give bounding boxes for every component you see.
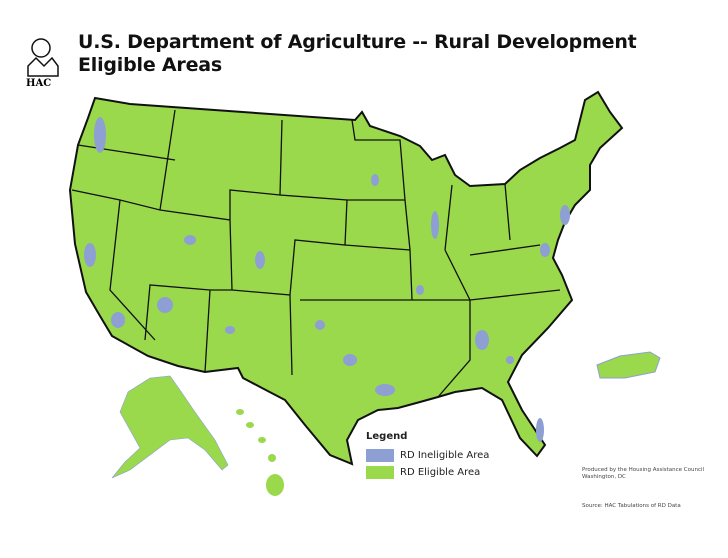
title-line-1: U.S. Department of Agriculture -- Rural … [78, 31, 637, 53]
puerto-rico [596, 351, 661, 379]
credits: Produced by the Housing Assistance Counc… [582, 467, 704, 481]
contiguous-us [68, 90, 624, 466]
legend-swatch-eligible [366, 466, 394, 479]
legend-item-ineligible: RD Ineligible Area [366, 449, 489, 462]
legend: Legend RD Ineligible Area RD Eligible Ar… [366, 431, 489, 483]
credits-line-2: Washington, DC [582, 474, 626, 480]
legend-label: RD Ineligible Area [400, 450, 490, 461]
legend-item-eligible: RD Eligible Area [366, 466, 489, 479]
legend-label: RD Eligible Area [400, 467, 481, 478]
hac-logo [22, 36, 60, 94]
alaska [111, 375, 229, 479]
legend-title: Legend [366, 431, 408, 442]
state-borders [71, 109, 561, 398]
source-note: Source: HAC Tabulations of RD Data [582, 503, 681, 509]
logo-text: HAC [26, 78, 52, 89]
house-tree-logo-icon [27, 38, 59, 77]
title-line-2: Eligible Areas [78, 54, 223, 76]
hawaii [236, 409, 284, 496]
legend-swatch-ineligible [366, 449, 394, 462]
ineligible-areas [84, 117, 570, 442]
credits-line-1: Produced by the Housing Assistance Counc… [582, 467, 705, 473]
contiguous-us-shape [68, 90, 624, 466]
page-title: U.S. Department of Agriculture -- Rural … [78, 31, 637, 77]
